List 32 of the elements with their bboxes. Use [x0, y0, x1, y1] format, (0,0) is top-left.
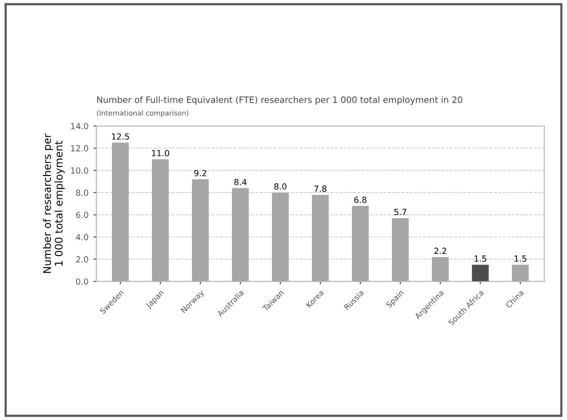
- data-label: 1.5: [514, 256, 526, 262]
- data-label: 9.2: [194, 170, 206, 176]
- bar: [152, 159, 169, 282]
- bar: [432, 256, 449, 282]
- bar: [512, 264, 529, 282]
- y-tick-label: 10.0: [71, 167, 88, 174]
- y-tick-label: 14.0: [71, 122, 88, 130]
- bar: [272, 192, 289, 282]
- data-label: 1.5: [474, 256, 486, 262]
- data-label: 8.4: [234, 178, 247, 186]
- bar: [112, 142, 129, 282]
- data-label: 12.5: [112, 133, 129, 140]
- data-label: 7.8: [314, 186, 326, 192]
- bar: [392, 218, 409, 282]
- chart-title: Number of Full-time Equivalent (FTE) researchers per 1 000 total employment in 20: [97, 96, 462, 105]
- bar: [312, 194, 329, 282]
- data-label: 2.2: [434, 248, 446, 254]
- y-tick-label: 8.0: [76, 190, 88, 196]
- y-tick-label: 0.0: [76, 278, 88, 285]
- data-label: 8.0: [274, 183, 286, 190]
- y-tick-label: 6.0: [76, 212, 88, 218]
- data-label: 5.7: [394, 208, 406, 216]
- bar: [352, 206, 369, 282]
- bar: [472, 264, 489, 282]
- data-label: 11.0: [152, 150, 170, 156]
- y-tick-label: 4.0: [76, 234, 88, 240]
- data-label: 6.8: [354, 196, 366, 203]
- y-axis-title: Number of researchers per 1 000 total employment: [42, 134, 65, 273]
- bar: [232, 188, 249, 282]
- y-tick-label: 12.0: [71, 145, 88, 152]
- bar: [192, 179, 209, 282]
- y-tick-label: 2.0: [76, 256, 88, 262]
